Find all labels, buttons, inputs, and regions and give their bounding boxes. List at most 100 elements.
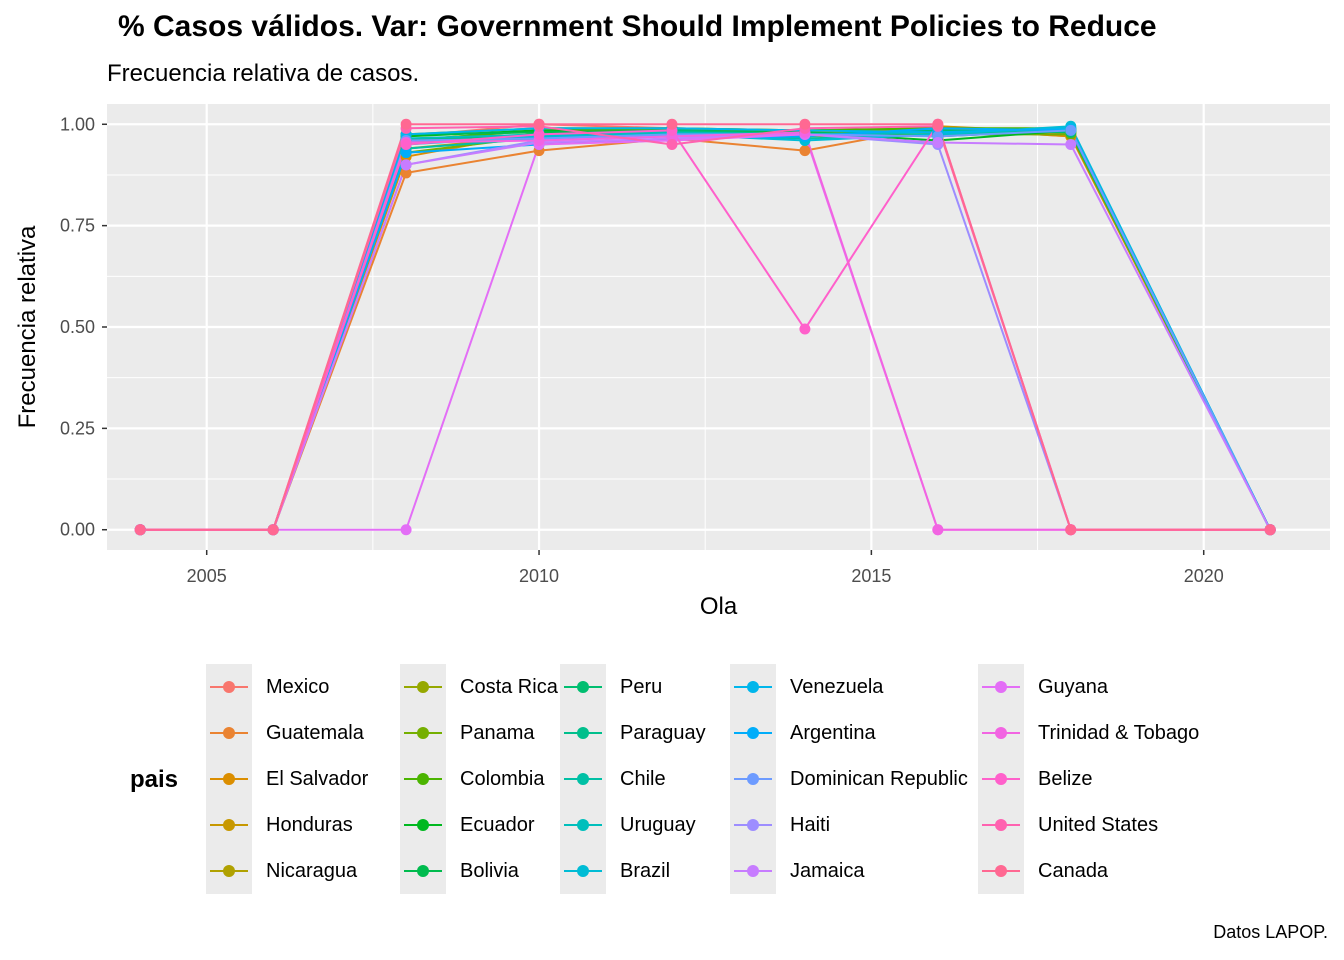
legend-label: Guyana: [1038, 675, 1109, 698]
data-point: [799, 118, 811, 130]
legend-item: Panama: [400, 710, 548, 756]
legend-key: [400, 802, 446, 848]
legend-label: Dominican Republic: [790, 767, 968, 790]
legend-item: United States: [978, 802, 1188, 848]
legend-key: [206, 848, 252, 894]
x-tick-label: 2005: [187, 566, 227, 586]
legend-label: Venezuela: [790, 675, 884, 698]
y-tick-label: 1.00: [60, 114, 95, 134]
legend-column: Mexico Guatemala El Salvador Honduras Nicara…: [206, 664, 388, 894]
legend-item: Nicaragua: [206, 848, 388, 894]
data-point: [1065, 124, 1077, 136]
legend-label: Ecuador: [460, 813, 535, 836]
legend-label: Argentina: [790, 721, 876, 744]
legend-key: [560, 710, 606, 756]
legend-key-point: [417, 773, 429, 785]
legend-key: [400, 756, 446, 802]
legend-key-point: [577, 681, 589, 693]
legend-key-point: [417, 727, 429, 739]
data-point: [400, 139, 412, 151]
x-tick-label: 2020: [1184, 566, 1224, 586]
legend-key: [560, 756, 606, 802]
legend-item: Guyana: [978, 664, 1188, 710]
legend-item: Chile: [560, 756, 718, 802]
data-point: [400, 118, 412, 130]
y-tick-label: 0.75: [60, 216, 95, 236]
data-point: [533, 128, 545, 140]
legend-key: [978, 756, 1024, 802]
legend-label: United States: [1038, 813, 1159, 836]
legend-label: Peru: [620, 675, 663, 698]
legend-label: El Salvador: [266, 767, 369, 790]
data-point: [666, 118, 678, 130]
legend-label: Jamaica: [790, 859, 865, 882]
legend-item: Costa Rica: [400, 664, 558, 710]
legend-key-point: [747, 727, 759, 739]
legend-item: El Salvador: [206, 756, 388, 802]
legend-item: Trinidad & Tobago: [978, 710, 1199, 756]
legend-label: Brazil: [620, 859, 671, 882]
legend-key: [206, 756, 252, 802]
legend-key: [400, 710, 446, 756]
data-point: [932, 118, 944, 130]
legend-key: [206, 710, 252, 756]
legend-key-point: [747, 773, 759, 785]
legend-label: Guatemala: [266, 721, 364, 744]
legend-item: Colombia: [400, 756, 548, 802]
legend-key: [730, 664, 776, 710]
legend-label: Panama: [460, 721, 535, 744]
legend-key: [400, 848, 446, 894]
data-point: [1065, 139, 1077, 151]
legend-key-point: [995, 681, 1007, 693]
data-point: [400, 167, 412, 179]
data-point: [400, 524, 412, 536]
data-point: [799, 323, 811, 335]
data-point: [1264, 524, 1276, 536]
data-point: [799, 145, 811, 157]
legend-item: Bolivia: [400, 848, 548, 894]
legend-item: Jamaica: [730, 848, 966, 894]
legend-item: Paraguay: [560, 710, 718, 756]
legend-key-point: [995, 773, 1007, 785]
legend-column: Guyana Trinidad & Tobago Belize United Stat…: [978, 664, 1199, 894]
legend-label: Canada: [1038, 859, 1109, 882]
legend-label: Nicaragua: [266, 859, 358, 882]
x-tick-label: 2015: [851, 566, 891, 586]
legend-key: [206, 664, 252, 710]
legend-key-point: [747, 865, 759, 877]
legend-key: [400, 664, 446, 710]
legend-key: [560, 802, 606, 848]
legend-key-point: [995, 865, 1007, 877]
legend-label: Mexico: [266, 675, 330, 698]
legend-key: [978, 664, 1024, 710]
data-point: [267, 524, 279, 536]
legend-key: [730, 848, 776, 894]
legend-key: [730, 802, 776, 848]
chart-canvas: 2005 2010 2015 2020 0.00 0.25 0.50 0.75 1.00 Ola F…: [14, 104, 1330, 620]
legend-item: Guatemala: [206, 710, 388, 756]
y-tick-label: 0.00: [60, 520, 95, 540]
y-tick-label: 0.25: [60, 418, 95, 438]
legend-key: [978, 848, 1024, 894]
legend-item: Haiti: [730, 802, 966, 848]
data-point: [666, 139, 678, 151]
legend-item: Belize: [978, 756, 1188, 802]
legend-key-point: [223, 773, 235, 785]
legend-label: Uruguay: [620, 813, 696, 836]
legend-key-point: [223, 727, 235, 739]
legend-item: Canada: [978, 848, 1188, 894]
x-tick-label: 2010: [519, 566, 559, 586]
chart-title: % Casos válidos. Var: Government Should …: [118, 10, 1157, 43]
legend-key: [978, 710, 1024, 756]
legend-label: Colombia: [460, 767, 545, 790]
legend-key-point: [747, 681, 759, 693]
data-point: [134, 524, 146, 536]
data-point: [400, 147, 412, 159]
legend-key-point: [417, 819, 429, 831]
legend-item: Brazil: [560, 848, 718, 894]
legend-title: pais: [130, 766, 179, 793]
legend-label: Bolivia: [460, 859, 519, 882]
legend-item: Dominican Republic: [730, 756, 968, 802]
legend-columns: Mexico Guatemala El Salvador Honduras Nicara…: [206, 664, 1199, 894]
chart-subtitle: Frecuencia relativa de casos.: [107, 60, 420, 87]
